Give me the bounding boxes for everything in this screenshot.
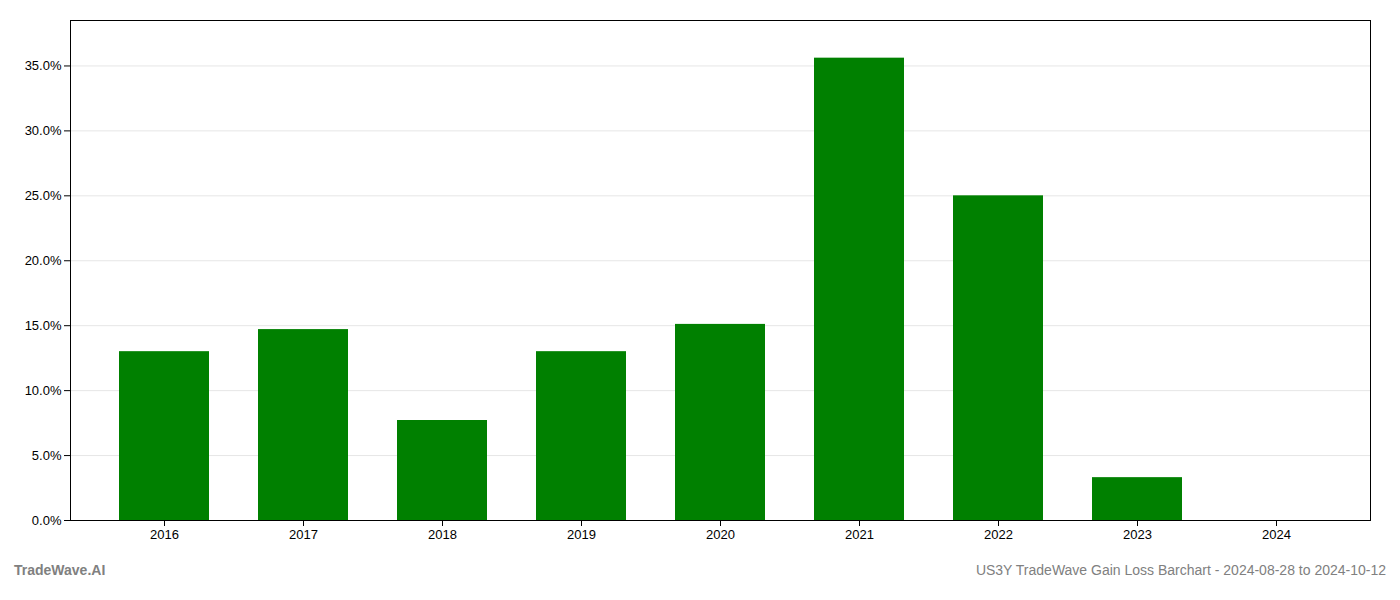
svg-text:2016: 2016 (150, 527, 179, 542)
svg-text:5.0%: 5.0% (32, 448, 62, 463)
svg-text:2020: 2020 (706, 527, 735, 542)
svg-text:15.0%: 15.0% (25, 318, 62, 333)
html-text:TradeWave.AI: TradeWave.AI (14, 562, 106, 578)
svg-text:10.0%: 10.0% (25, 383, 62, 398)
svg-text:30.0%: 30.0% (25, 123, 62, 138)
svg-text:2022: 2022 (984, 527, 1013, 542)
svg-text:0.0%: 0.0% (32, 513, 62, 528)
svg-text:2017: 2017 (289, 527, 318, 542)
svg-text:2024: 2024 (1262, 527, 1291, 542)
svg-text:25.0%: 25.0% (25, 188, 62, 203)
svg-text:2018: 2018 (428, 527, 457, 542)
svg-text:20.0%: 20.0% (25, 253, 62, 268)
svg-text:35.0%: 35.0% (25, 58, 62, 73)
html-text:US3Y TradeWave Gain Loss Barch: US3Y TradeWave Gain Loss Barchart - 2024… (975, 562, 1386, 578)
svg-text:2021: 2021 (845, 527, 874, 542)
svg-text:2019: 2019 (567, 527, 596, 542)
svg-text:2023: 2023 (1123, 527, 1152, 542)
